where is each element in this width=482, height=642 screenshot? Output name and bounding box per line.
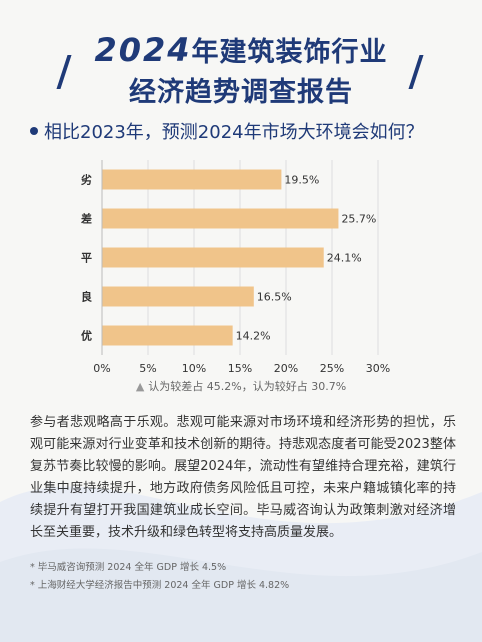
data-label: 25.7% — [341, 213, 376, 226]
bar — [102, 286, 254, 307]
x-tick-label: 0% — [93, 362, 110, 372]
x-tick-label: 5% — [139, 362, 156, 372]
x-tick-label: 15% — [228, 362, 252, 372]
x-tick-label: 20% — [274, 362, 298, 372]
report-title: 2024年建筑装饰行业 经济趋势调查报告 — [0, 30, 482, 113]
survey-question: 相比2023年，预测2024年市场大环境会如何？ — [30, 118, 424, 144]
x-tick-label: 10% — [182, 362, 206, 372]
bar — [102, 169, 282, 190]
category-label: 劣 — [81, 173, 92, 187]
bar — [102, 325, 233, 346]
footnotes: 毕马威咨询预测 2024 全年 GDP 增长 4.5%上海财经大学经济报告中预测… — [30, 559, 456, 595]
bar — [102, 247, 324, 268]
bar-chart: 0% 5% 10% 15% 20% 25% 30% 劣 19.5% 差 25.7% 平 24.1% 良 16… — [81, 160, 390, 372]
triangle-icon: ▲ — [135, 380, 145, 393]
data-label: 24.1% — [327, 252, 362, 265]
x-tick-label: 25% — [320, 362, 344, 372]
data-label: 16.5% — [257, 291, 292, 304]
data-label: 19.5% — [284, 174, 319, 187]
title-line1-text: 年建筑装饰行业 — [191, 37, 388, 68]
analysis-paragraph: 参与者悲观略高于乐观。悲观可能来源对市场环境和经济形势的担忧，乐观可能来源对行业… — [30, 415, 456, 540]
data-label: 14.2% — [236, 330, 271, 343]
category-label: 良 — [81, 290, 92, 304]
chart-note-text: 认为较差占 45.2%，认为较好占 30.7% — [148, 380, 347, 393]
category-label: 差 — [81, 212, 92, 226]
footnote: 毕马威咨询预测 2024 全年 GDP 增长 4.5% — [30, 559, 456, 577]
footnote: 上海财经大学经济报告中预测 2024 全年 GDP 增长 4.82% — [30, 577, 456, 595]
title-line2: 经济趋势调查报告 — [129, 77, 353, 108]
category-label: 优 — [81, 329, 92, 343]
bar — [102, 208, 339, 229]
title-year: 2024 — [94, 31, 192, 69]
bullet-icon — [30, 127, 38, 135]
chart-note: ▲ 认为较差占 45.2%，认为较好占 30.7% — [0, 378, 482, 394]
category-label: 平 — [81, 252, 92, 265]
question-text: 相比2023年，预测2024年市场大环境会如何？ — [44, 122, 424, 143]
x-tick-label: 30% — [366, 362, 390, 372]
